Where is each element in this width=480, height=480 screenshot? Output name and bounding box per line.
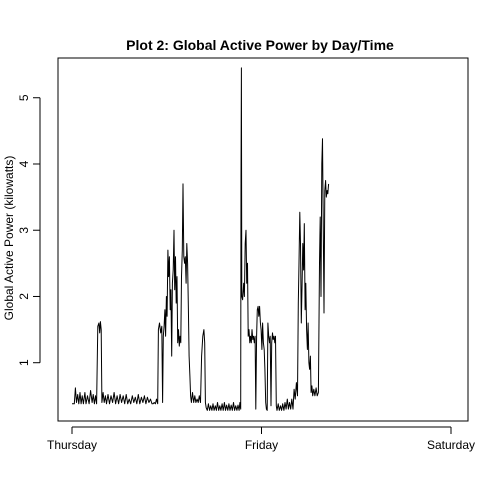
x-axis: Thursday Friday Saturday xyxy=(47,426,475,452)
y-tick-label: 2 xyxy=(17,293,31,300)
y-axis-label: Global Active Power (kilowatts) xyxy=(2,156,16,321)
series-line-global-active-power xyxy=(72,67,330,411)
y-tick-label: 4 xyxy=(17,160,31,167)
x-tick-label: Friday xyxy=(245,438,278,452)
x-tick-label: Thursday xyxy=(47,438,97,452)
x-tick-label: Saturday xyxy=(427,438,475,452)
y-axis: 1 2 3 4 5 xyxy=(17,94,41,366)
y-tick-label: 1 xyxy=(17,359,31,366)
chart-title: Plot 2: Global Active Power by Day/Time xyxy=(126,37,394,53)
y-tick-label: 3 xyxy=(17,227,31,234)
y-tick-label: 5 xyxy=(17,94,31,101)
plot-frame xyxy=(57,57,469,422)
